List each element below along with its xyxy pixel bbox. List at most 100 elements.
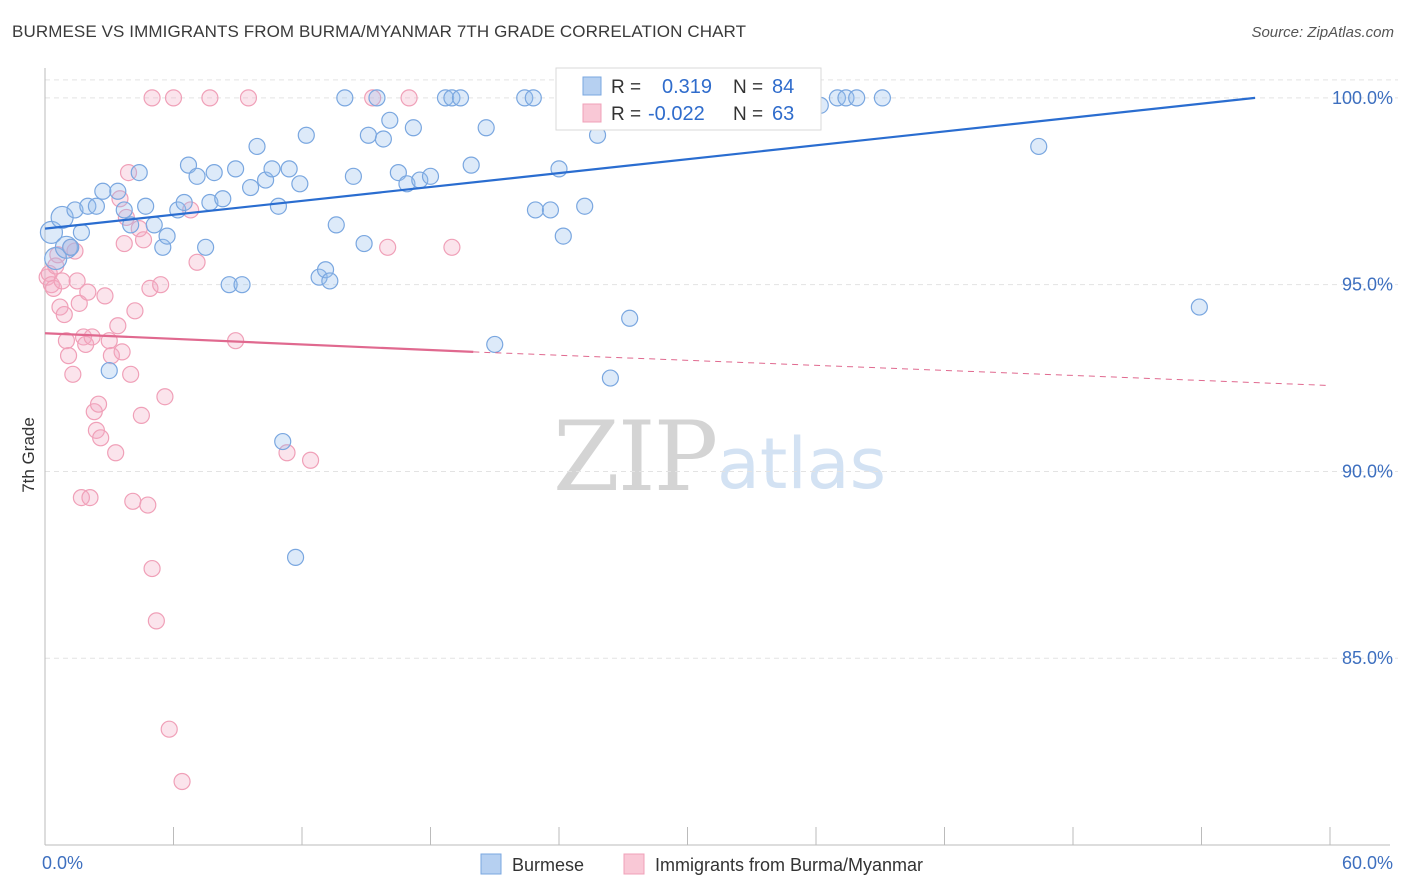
point-immigrants-40 xyxy=(132,406,150,425)
point-immigrants-42 xyxy=(139,496,157,514)
point-burmese-9 xyxy=(94,182,112,200)
legend-r-label-1: R = xyxy=(611,77,641,98)
point-burmese-42 xyxy=(321,272,339,290)
point-burmese-39 xyxy=(297,126,315,144)
point-burmese-65 xyxy=(541,201,560,219)
point-burmese-4 xyxy=(62,238,80,256)
point-burmese-28 xyxy=(227,160,245,178)
point-immigrants-61 xyxy=(443,238,461,256)
point-immigrants-36 xyxy=(122,365,140,383)
watermark-zip: ZIP xyxy=(553,401,716,513)
point-burmese-26 xyxy=(214,190,232,208)
legend-n-value-1: 84 xyxy=(772,76,794,98)
series-legend: Burmese Immigrants from Burma/Myanmar xyxy=(480,853,923,875)
point-immigrants-46 xyxy=(152,276,170,294)
point-immigrants-32 xyxy=(113,343,131,361)
point-immigrants-37 xyxy=(124,492,142,510)
point-burmese-5 xyxy=(66,201,84,219)
gridlines xyxy=(45,79,1398,659)
trend-line-immigrants xyxy=(44,332,474,354)
point-immigrants-33 xyxy=(115,234,133,253)
point-burmese-17 xyxy=(154,238,172,256)
trend-line-immigrants-extension xyxy=(473,351,1331,387)
point-burmese-45 xyxy=(344,167,362,185)
point-immigrants-10 xyxy=(59,347,78,365)
point-immigrants-55 xyxy=(239,89,258,107)
point-burmese-20 xyxy=(175,193,193,212)
point-burmese-44 xyxy=(336,89,354,107)
point-burmese-34 xyxy=(269,197,288,215)
point-immigrants-38 xyxy=(126,302,144,320)
legend-r-value-2: -0.022 xyxy=(648,103,705,125)
point-immigrants-9 xyxy=(57,332,76,350)
point-burmese-68 xyxy=(576,197,594,215)
watermark: ZIP atlas xyxy=(553,401,886,513)
point-immigrants-57 xyxy=(301,451,320,469)
point-burmese-33 xyxy=(263,160,281,178)
point-burmese-12 xyxy=(115,201,133,219)
point-burmese-29 xyxy=(233,276,251,294)
trend-line-burmese xyxy=(44,96,1256,230)
axes xyxy=(44,68,1390,846)
point-immigrants-30 xyxy=(109,317,127,335)
point-burmese-38 xyxy=(291,175,309,193)
point-immigrants-29 xyxy=(107,444,125,462)
correlation-legend: R = 0.319 N = 84 R = -0.022 N = 63 xyxy=(555,67,822,131)
legend-n-label-2: N = xyxy=(733,104,763,125)
point-immigrants-24 xyxy=(89,395,108,413)
point-immigrants-44 xyxy=(143,559,161,578)
point-immigrants-20 xyxy=(81,488,99,507)
point-immigrants-62 xyxy=(143,89,161,107)
point-burmese-8 xyxy=(87,197,106,215)
chart-title: BURMESE VS IMMIGRANTS FROM BURMA/MYANMAR… xyxy=(12,22,747,41)
point-immigrants-53 xyxy=(201,89,219,107)
point-burmese-31 xyxy=(248,137,266,156)
point-burmese-47 xyxy=(359,126,377,144)
point-burmese-63 xyxy=(524,89,542,107)
point-burmese-25 xyxy=(205,163,223,182)
y-axis-title: 7th Grade xyxy=(19,417,38,493)
point-immigrants-49 xyxy=(164,89,183,107)
point-immigrants-43 xyxy=(141,279,159,297)
point-immigrants-19 xyxy=(79,283,97,301)
y-tick-labels: 85.0% 90.0% 95.0% 100.0% xyxy=(1332,88,1393,668)
point-burmese-67 xyxy=(554,227,572,245)
point-burmese-56 xyxy=(436,89,455,107)
y-tick-label-3: 100.0% xyxy=(1332,88,1393,108)
legend-r-label-2: R = xyxy=(611,104,641,125)
series-burmese-points xyxy=(39,89,1208,566)
bottom-legend-burmese: Burmese xyxy=(512,855,584,875)
point-immigrants-60 xyxy=(400,89,418,107)
x-tick-labels: 0.0% 60.0% xyxy=(42,853,1393,873)
bottom-legend-swatch-burmese xyxy=(480,853,502,875)
point-immigrants-59 xyxy=(379,238,397,256)
point-burmese-60 xyxy=(477,119,495,137)
point-burmese-50 xyxy=(381,111,399,129)
point-burmese-35 xyxy=(274,432,292,451)
point-burmese-82 xyxy=(1030,137,1048,156)
point-immigrants-26 xyxy=(96,287,114,305)
point-immigrants-41 xyxy=(134,231,153,249)
point-burmese-3 xyxy=(54,235,79,259)
point-immigrants-48 xyxy=(160,720,178,738)
legend-swatch-immigrants xyxy=(582,103,602,123)
point-burmese-52 xyxy=(398,175,416,193)
point-burmese-83 xyxy=(1190,298,1208,316)
point-burmese-43 xyxy=(327,216,345,234)
point-immigrants-45 xyxy=(147,612,165,630)
point-immigrants-28 xyxy=(102,347,120,365)
x-tick-label-0: 0.0% xyxy=(42,853,83,873)
x-tick-label-1: 60.0% xyxy=(1342,853,1393,873)
point-burmese-61 xyxy=(486,335,504,354)
point-burmese-55 xyxy=(421,167,440,185)
point-burmese-58 xyxy=(451,89,470,107)
point-burmese-6 xyxy=(72,223,91,241)
point-burmese-48 xyxy=(368,89,386,107)
bottom-legend-swatch-immigrants xyxy=(623,853,645,875)
point-burmese-27 xyxy=(220,276,238,294)
legend-n-label-1: N = xyxy=(733,77,763,98)
legend-n-value-2: 63 xyxy=(772,103,794,125)
point-burmese-10 xyxy=(100,361,118,380)
point-burmese-11 xyxy=(109,182,127,200)
